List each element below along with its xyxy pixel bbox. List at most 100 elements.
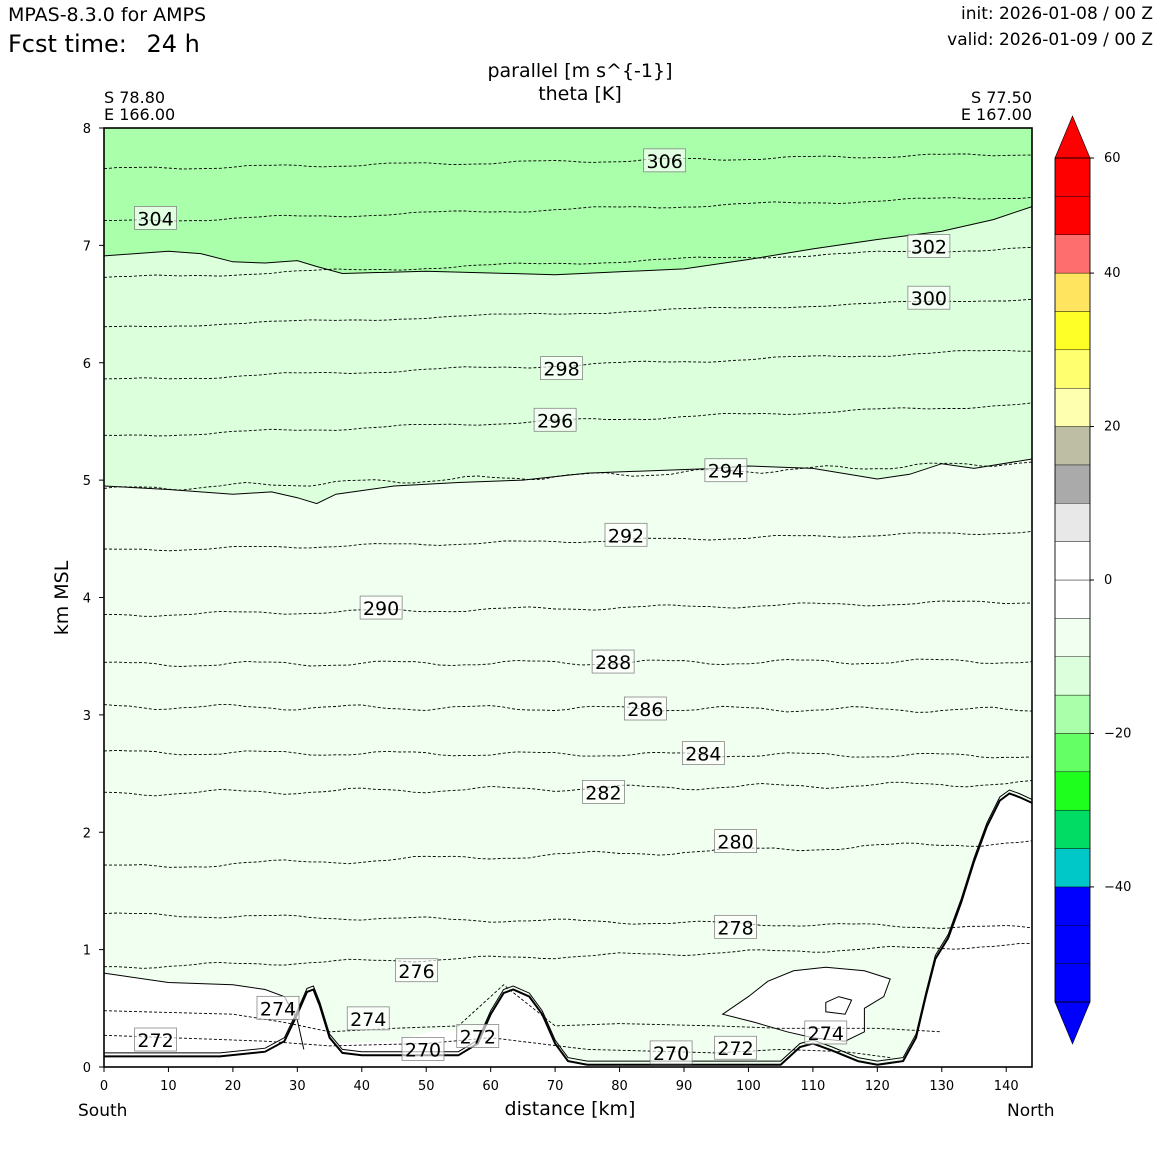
wind-contour-line	[721, 966, 891, 1042]
theta-label-box	[704, 458, 748, 483]
x-tick-label: 70	[547, 1079, 564, 1094]
x-end-label: North	[1007, 1101, 1055, 1121]
theta-label-box	[804, 1020, 848, 1045]
theta-label-text: 270	[405, 1039, 441, 1061]
init-time: init: 2026-01-08 / 00 Z	[960, 4, 1153, 24]
theta-label-text: 278	[717, 917, 753, 939]
theta-label-box	[134, 1027, 177, 1052]
theta-contour-label: 274	[346, 1006, 390, 1031]
colorbar-tick-label: 0	[1104, 573, 1112, 588]
wind-contour-line	[825, 996, 853, 1015]
theta-contour-label: 294	[704, 458, 748, 483]
theta-label-text: 294	[708, 461, 744, 483]
model-title: MPAS-8.3.0 for AMPS	[8, 4, 207, 26]
x-tick-label: 140	[994, 1079, 1019, 1094]
x-tick-label: 100	[736, 1079, 761, 1094]
theta-label-text: 276	[398, 961, 434, 983]
colorbar-bin	[1054, 963, 1091, 1003]
y-tick-label: 7	[83, 239, 91, 254]
theta-label-box	[256, 995, 300, 1020]
theta-label-text: 296	[537, 410, 573, 432]
theta-contour-label: 300	[907, 285, 951, 310]
theta-label-text: 286	[627, 699, 663, 721]
theta-contour-label: 280	[714, 829, 757, 854]
theta-contour-label: 298	[540, 356, 583, 381]
y-tick-label: 4	[83, 592, 91, 607]
terrain-mask	[104, 793, 1032, 1067]
y-tick-label: 6	[83, 357, 91, 372]
theta-contour-label: 274	[256, 995, 300, 1020]
end-point-label: S 77.50 E 167.00	[961, 89, 1032, 123]
x-tick-label: 20	[225, 1079, 242, 1094]
theta-label-text: 272	[137, 1030, 173, 1052]
chart-title-theta: theta [K]	[538, 83, 622, 105]
colorbar-tick-label: −20	[1104, 726, 1131, 741]
theta-label-box	[134, 206, 177, 230]
wind-contour-line	[103, 458, 1033, 505]
theta-contour-line	[104, 942, 1033, 969]
colorbar-bin	[1054, 694, 1091, 734]
theta-label-box	[533, 407, 577, 432]
theta-label-box	[714, 829, 757, 853]
theta-label-box	[456, 1024, 500, 1048]
wind-fill-strong	[104, 128, 1032, 275]
theta-contour-line	[103, 703, 1033, 713]
theta-label-text: 272	[460, 1026, 496, 1048]
wind-fill-white-north	[722, 967, 891, 1042]
theta-label-text: 304	[137, 208, 173, 230]
start-point-label: S 78.80 E 166.00	[104, 89, 175, 123]
x-tick-label: 130	[929, 1079, 954, 1094]
colorbar-tick-label: 20	[1104, 420, 1121, 435]
theta-contour-label: 286	[623, 696, 667, 721]
colorbar-bin	[1054, 925, 1091, 964]
x-tick-label: 60	[482, 1079, 499, 1094]
theta-label-box	[714, 914, 757, 939]
theta-label-box	[907, 285, 951, 310]
theta-contour-label: 270	[649, 1040, 693, 1065]
colorbar-bin	[1054, 503, 1091, 542]
colorbar-bin	[1054, 272, 1091, 312]
colorbar-extend-low	[1054, 1001, 1091, 1045]
y-tick-label: 2	[83, 826, 91, 841]
theta-contour-label: 284	[681, 741, 725, 766]
theta-contour-label: 302	[907, 234, 951, 259]
x-tick-label: 30	[289, 1079, 306, 1094]
colorbar-bin	[1054, 618, 1091, 657]
y-tick-label: 8	[83, 122, 91, 137]
theta-label-text: 300	[911, 288, 947, 310]
theta-contour-line	[103, 780, 1033, 797]
start-lon: E 166.00	[104, 105, 176, 124]
colorbar-tick-label: 60	[1104, 151, 1121, 166]
theta-contour-label: 296	[533, 407, 577, 432]
theta-contour-line	[103, 984, 942, 1033]
theta-label-text: 274	[260, 998, 296, 1020]
theta-label-box	[582, 779, 625, 804]
x-tick-label: 110	[800, 1079, 825, 1094]
theta-contour-label: 292	[604, 522, 648, 547]
theta-label-text: 280	[717, 832, 753, 854]
colorbar-bin	[1054, 234, 1091, 274]
colorbar-tick-label: −40	[1104, 880, 1131, 895]
theta-contour-line	[103, 840, 1033, 868]
colorbar-bin	[1054, 157, 1091, 197]
theta-label-box	[714, 1035, 757, 1060]
colorbar-bin	[1054, 886, 1091, 926]
colorbar-bin	[1054, 196, 1091, 235]
forecast-time-value: 24 h	[146, 30, 200, 58]
theta-label-box	[395, 958, 438, 983]
x-tick-label: 120	[865, 1079, 890, 1094]
theta-label-box	[681, 741, 725, 765]
y-tick-label: 1	[83, 944, 91, 959]
theta-label-text: 306	[647, 151, 683, 173]
theta-contour-label: 272	[134, 1027, 177, 1052]
theta-label-box	[643, 148, 687, 173]
wind-contour-line	[103, 972, 305, 1050]
colorbar-bin	[1054, 387, 1091, 427]
theta-label-text: 270	[653, 1043, 689, 1065]
theta-label-text: 302	[911, 237, 947, 259]
theta-label-text: 298	[543, 359, 579, 381]
theta-label-box	[359, 595, 403, 620]
colorbar-bin	[1054, 311, 1091, 351]
colorbar-bin	[1054, 464, 1091, 504]
x-start-label: South	[78, 1101, 128, 1121]
